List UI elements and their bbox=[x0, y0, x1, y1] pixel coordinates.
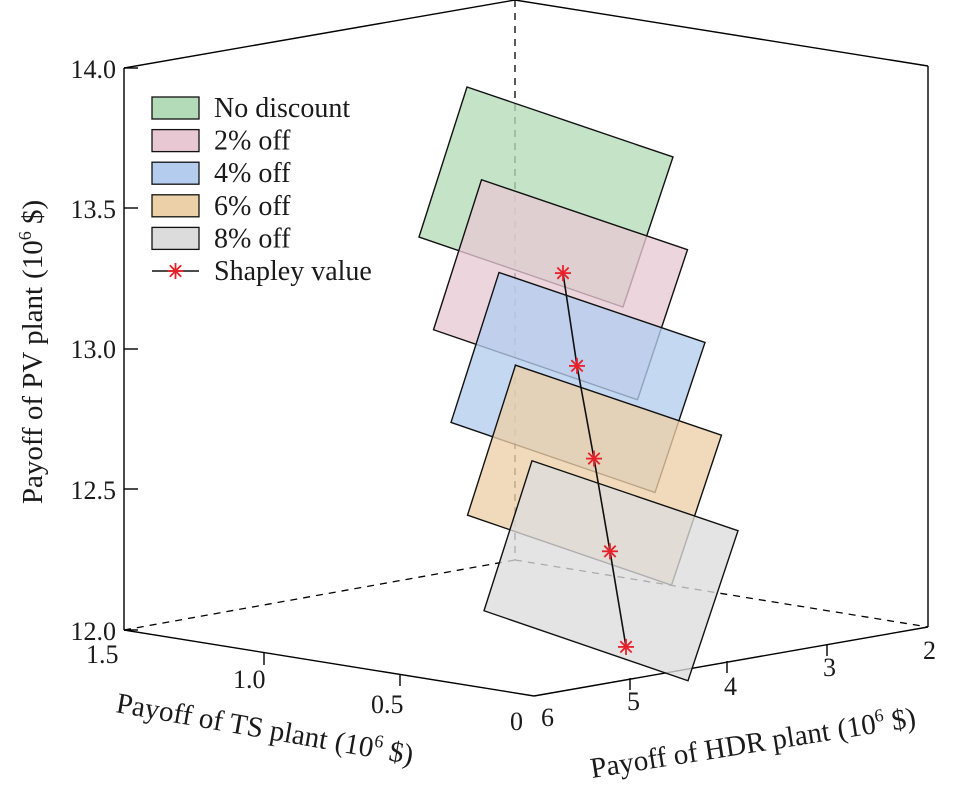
x-axis-unit-tail: $) bbox=[379, 734, 416, 771]
y-axis-unit-base: (10 bbox=[835, 708, 878, 746]
shapley-point bbox=[569, 357, 585, 374]
x-tick-label: 1.5 bbox=[86, 640, 119, 669]
legend-swatch bbox=[151, 128, 200, 153]
tick-marks bbox=[124, 67, 828, 690]
z-tick-label: 12.5 bbox=[71, 476, 117, 505]
legend-swatch bbox=[151, 161, 200, 185]
plane-group bbox=[418, 86, 739, 682]
y-tick-label: 3 bbox=[823, 653, 836, 682]
z-tick-label: 14.0 bbox=[71, 55, 117, 84]
x-axis-unit-exp: 6 bbox=[373, 731, 385, 752]
legend-swatch bbox=[151, 96, 200, 120]
y-tick-label: 2 bbox=[923, 636, 936, 665]
z-axis-unit-base: (10 bbox=[17, 240, 49, 279]
legend-swatch bbox=[151, 194, 200, 218]
legend-shapley-marker bbox=[167, 263, 184, 279]
z-tick-label: 13.0 bbox=[71, 335, 117, 364]
shapley-point bbox=[586, 450, 602, 467]
plane-5 bbox=[483, 459, 739, 682]
legend-label: 4% off bbox=[214, 158, 291, 189]
y-axis-unit-tail: $) bbox=[882, 702, 918, 739]
legend-swatch bbox=[151, 226, 200, 251]
shapley-point bbox=[602, 543, 618, 560]
legend-label: 8% off bbox=[214, 223, 291, 254]
shapley-point bbox=[555, 265, 571, 282]
z-axis-unit-exp: 6 bbox=[15, 231, 35, 240]
z-axis-title: Payoff of PV plant (106 $) bbox=[15, 200, 49, 504]
x-tick-label: 0 bbox=[510, 707, 523, 736]
legend-label: 2% off bbox=[214, 126, 291, 157]
legend-label: 6% off bbox=[214, 191, 291, 222]
shapley-point bbox=[618, 638, 634, 655]
z-tick-labels: 14.0 13.5 13.0 12.5 12.0 bbox=[71, 55, 117, 646]
legend-label: No discount bbox=[214, 93, 350, 124]
y-tick-labels: 6 5 4 3 2 bbox=[541, 636, 936, 732]
x-tick-label: 1.0 bbox=[233, 665, 266, 694]
y-tick-label: 5 bbox=[627, 687, 640, 716]
x-axis-unit-base: (10 bbox=[332, 726, 376, 764]
z-tick-label: 12.0 bbox=[71, 617, 117, 646]
y-axis-unit-exp: 6 bbox=[873, 705, 885, 726]
z-tick-label: 13.5 bbox=[71, 195, 117, 224]
x-tick-label: 0.5 bbox=[371, 690, 404, 719]
z-axis-label-text: Payoff of PV plant bbox=[17, 287, 49, 504]
z-axis-unit-tail: $) bbox=[17, 200, 49, 231]
x-axis-label-text: Payoff of TS plant bbox=[114, 687, 330, 756]
y-tick-label: 6 bbox=[541, 703, 554, 732]
y-tick-label: 4 bbox=[724, 672, 737, 701]
shapley-group bbox=[555, 265, 634, 655]
legend-label: Shapley value bbox=[214, 256, 372, 287]
y-axis-label-text: Payoff of HDR plant bbox=[588, 715, 832, 784]
x-tick-labels: 1.5 1.0 0.5 0 bbox=[86, 640, 523, 736]
